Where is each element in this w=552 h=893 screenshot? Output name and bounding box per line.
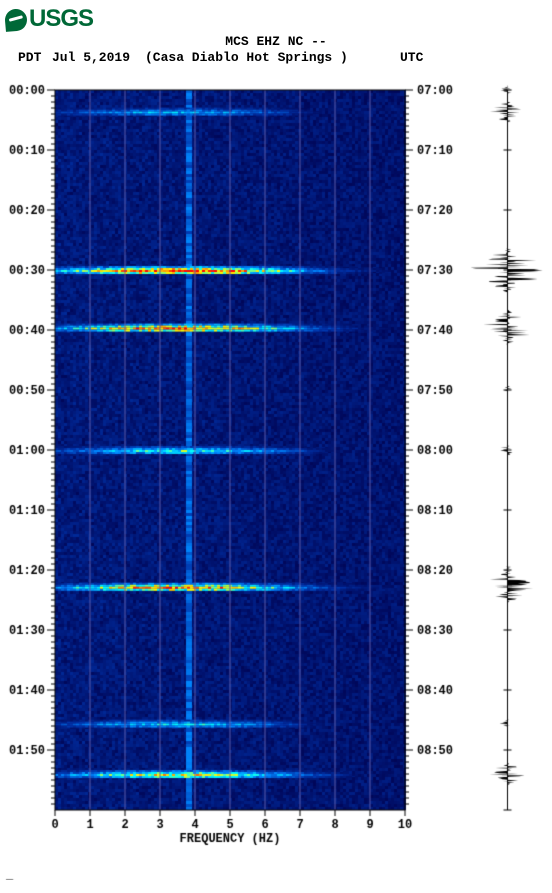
usgs-logo: USGS bbox=[5, 5, 93, 33]
station-label: (Casa Diablo Hot Springs ) bbox=[145, 50, 348, 65]
spectrogram-chart bbox=[0, 70, 552, 880]
utc-label: UTC bbox=[400, 50, 423, 65]
chart-title: MCS EHZ NC -- bbox=[0, 34, 552, 49]
usgs-wave-icon bbox=[4, 8, 28, 32]
date-label: Jul 5,2019 bbox=[52, 50, 130, 65]
pdt-label: PDT bbox=[18, 50, 41, 65]
usgs-logo-text: USGS bbox=[29, 5, 93, 32]
